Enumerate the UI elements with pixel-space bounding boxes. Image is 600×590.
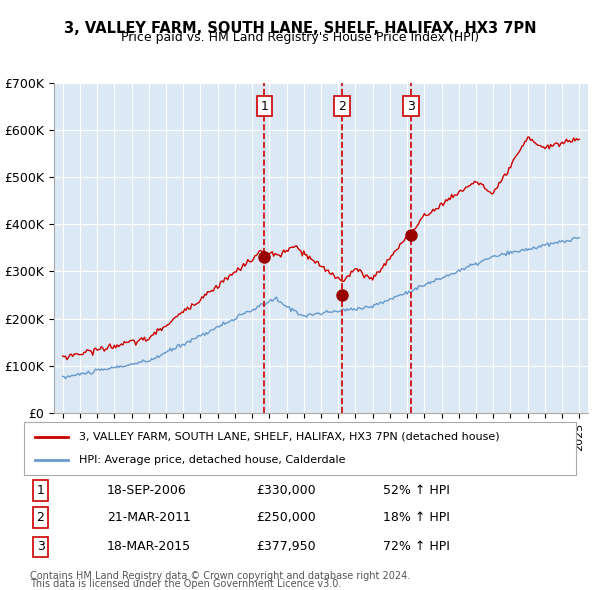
Text: 21-MAR-2011: 21-MAR-2011: [107, 511, 191, 525]
Text: This data is licensed under the Open Government Licence v3.0.: This data is licensed under the Open Gov…: [30, 579, 341, 589]
Text: 2: 2: [37, 511, 44, 525]
Text: 18-SEP-2006: 18-SEP-2006: [107, 484, 187, 497]
Text: 3: 3: [407, 100, 415, 113]
Text: 3: 3: [37, 540, 44, 553]
Text: 72% ↑ HPI: 72% ↑ HPI: [383, 540, 449, 553]
Text: Contains HM Land Registry data © Crown copyright and database right 2024.: Contains HM Land Registry data © Crown c…: [30, 571, 410, 581]
Text: 52% ↑ HPI: 52% ↑ HPI: [383, 484, 449, 497]
Text: 1: 1: [260, 100, 268, 113]
Text: £330,000: £330,000: [256, 484, 316, 497]
Text: 1: 1: [37, 484, 44, 497]
Text: 3, VALLEY FARM, SOUTH LANE, SHELF, HALIFAX, HX3 7PN: 3, VALLEY FARM, SOUTH LANE, SHELF, HALIF…: [64, 21, 536, 35]
Text: 18% ↑ HPI: 18% ↑ HPI: [383, 511, 449, 525]
Text: Price paid vs. HM Land Registry's House Price Index (HPI): Price paid vs. HM Land Registry's House …: [121, 31, 479, 44]
Text: £250,000: £250,000: [256, 511, 316, 525]
Text: 18-MAR-2015: 18-MAR-2015: [107, 540, 191, 553]
Text: 2: 2: [338, 100, 346, 113]
Text: 3, VALLEY FARM, SOUTH LANE, SHELF, HALIFAX, HX3 7PN (detached house): 3, VALLEY FARM, SOUTH LANE, SHELF, HALIF…: [79, 432, 500, 442]
Text: £377,950: £377,950: [256, 540, 316, 553]
Text: HPI: Average price, detached house, Calderdale: HPI: Average price, detached house, Cald…: [79, 455, 346, 465]
